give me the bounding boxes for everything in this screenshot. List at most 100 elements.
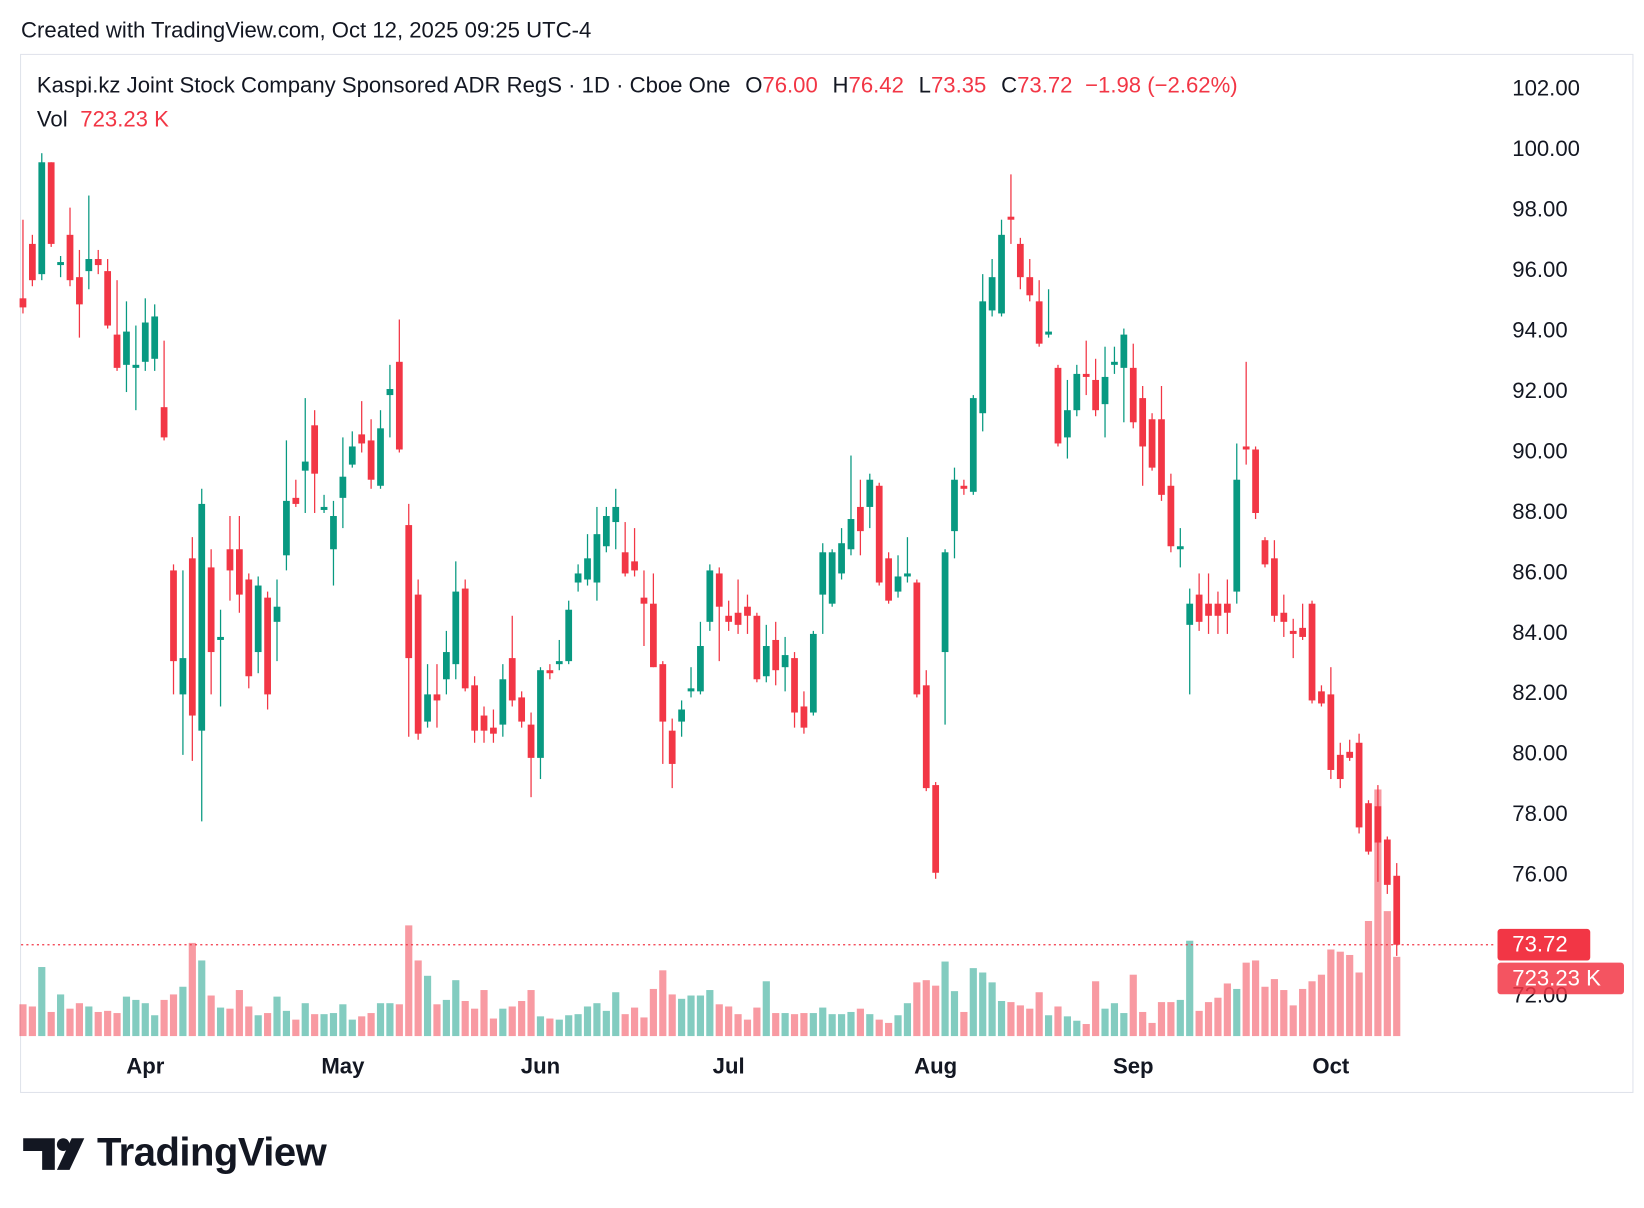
x-tick-label: Aug [914, 1054, 957, 1079]
candle [188, 537, 196, 761]
candle-body [1242, 446, 1250, 450]
candle [1101, 346, 1109, 438]
candle-body [715, 573, 723, 607]
volume-bar [800, 1013, 808, 1037]
candle-body [866, 479, 874, 507]
volume-bar [160, 999, 168, 1037]
candle-body [76, 277, 83, 305]
candle [461, 579, 469, 692]
candle-body [1252, 449, 1259, 513]
volume-bar [809, 1013, 817, 1037]
candle [1082, 340, 1090, 396]
candle [640, 570, 648, 647]
volume-bar [113, 1013, 121, 1037]
candle [1129, 343, 1137, 429]
candle-body [217, 636, 224, 640]
volume-bar [1383, 911, 1391, 1037]
candle [123, 301, 130, 393]
candle-body [123, 331, 130, 365]
candle-body [1082, 373, 1090, 377]
volume-bar [141, 1003, 149, 1037]
volume-bar [1374, 789, 1382, 1037]
candle [151, 304, 159, 371]
volume-bar [1280, 990, 1288, 1037]
volume-bar [659, 970, 667, 1037]
candle [198, 488, 206, 822]
candle-body [537, 670, 544, 758]
candle-body [414, 594, 422, 734]
candle-body [753, 615, 761, 680]
candle-body [1129, 367, 1137, 423]
logo-dot [56, 1138, 70, 1151]
candle-body [725, 615, 733, 622]
y-tick-label: 100.00 [1512, 136, 1580, 161]
volume-bar [442, 999, 450, 1037]
candle-body [1073, 373, 1081, 411]
volume-bar [1317, 974, 1326, 1037]
volume-bar [536, 1016, 545, 1037]
y-tick-label: 98.00 [1512, 196, 1567, 221]
volume-bar [1157, 1002, 1166, 1037]
candle-body [179, 658, 187, 695]
volume-bar [1073, 1020, 1081, 1037]
candle-body [1205, 603, 1212, 616]
candle-body [527, 724, 535, 758]
candle-body [640, 597, 648, 604]
candle [330, 500, 337, 586]
volume-bar [1129, 974, 1137, 1037]
volume-bar [57, 994, 65, 1037]
candle-body [1214, 603, 1222, 616]
candle-body [1176, 546, 1184, 550]
volume-bar [555, 1019, 563, 1037]
candle-body [1092, 379, 1099, 411]
candle-body [1365, 803, 1372, 852]
candle-body [1186, 603, 1194, 625]
candle-body [113, 334, 121, 368]
candle [471, 676, 478, 743]
volume-bar [932, 985, 940, 1037]
volume-bar [969, 968, 977, 1037]
candle-body [245, 579, 253, 677]
y-tick-label: 96.00 [1512, 257, 1567, 282]
volume-tag-label: 723.23 K [1512, 965, 1601, 990]
candle-body [584, 558, 591, 580]
volume-bar [1016, 1005, 1024, 1037]
candle-body [621, 552, 629, 574]
volume-bar [828, 1014, 836, 1037]
candle [969, 395, 977, 495]
volume-bar [1026, 1008, 1034, 1037]
candle-body [1026, 277, 1034, 296]
volume-bar [1308, 981, 1316, 1037]
volume-bar [1035, 992, 1043, 1037]
volume-bar [1327, 949, 1335, 1037]
volume-bar [866, 1014, 874, 1037]
volume-bar [423, 975, 432, 1037]
candle-body [631, 561, 638, 571]
volume-bar [66, 1008, 74, 1037]
candle-body [358, 434, 366, 444]
candle [1233, 443, 1241, 604]
volume-bar [245, 1006, 253, 1037]
candle-body [85, 259, 93, 272]
volume-bar [527, 990, 535, 1037]
candle [292, 479, 300, 507]
volume-bar [216, 1007, 225, 1037]
candle-body [659, 664, 667, 722]
legend-field-value: 73.72 [1017, 72, 1072, 97]
price-tag [1497, 928, 1591, 961]
y-tick-label: 76.00 [1512, 862, 1567, 887]
candle [1252, 446, 1259, 520]
candle-body [330, 516, 337, 550]
candle [254, 576, 262, 674]
candle [367, 419, 375, 489]
candle-body [66, 234, 74, 281]
candle [1158, 386, 1165, 501]
volume-bar [837, 1014, 846, 1037]
volume-bar [885, 1022, 893, 1037]
volume-bar [480, 990, 488, 1037]
candle [631, 528, 638, 577]
volume-bar [979, 972, 987, 1037]
candle-body [160, 407, 168, 438]
